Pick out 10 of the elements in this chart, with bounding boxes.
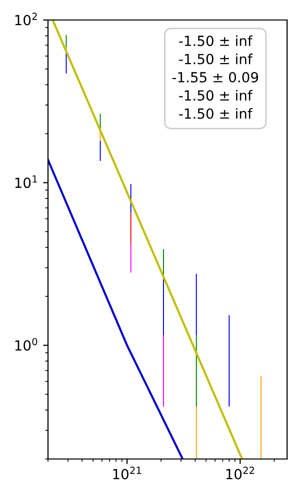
annotation: -1.50 ± inf [179, 90, 253, 101]
annotation: -1.50 ± inf [179, 35, 253, 46]
y-tick-label: 10$^{1}$ [15, 175, 37, 188]
y-tick-label: 10$^{0}$ [15, 338, 38, 351]
y-tick-label: 10$^{2}$ [15, 12, 37, 26]
x-tick-label: 10$^{22}$ [226, 466, 254, 480]
annotation: -1.55 ± 0.09 [172, 72, 258, 82]
annotation: -1.50 ± inf [179, 54, 253, 64]
annotation: -1.50 ± inf [179, 108, 253, 119]
x-tick-label: 10$^{21}$ [113, 466, 141, 480]
